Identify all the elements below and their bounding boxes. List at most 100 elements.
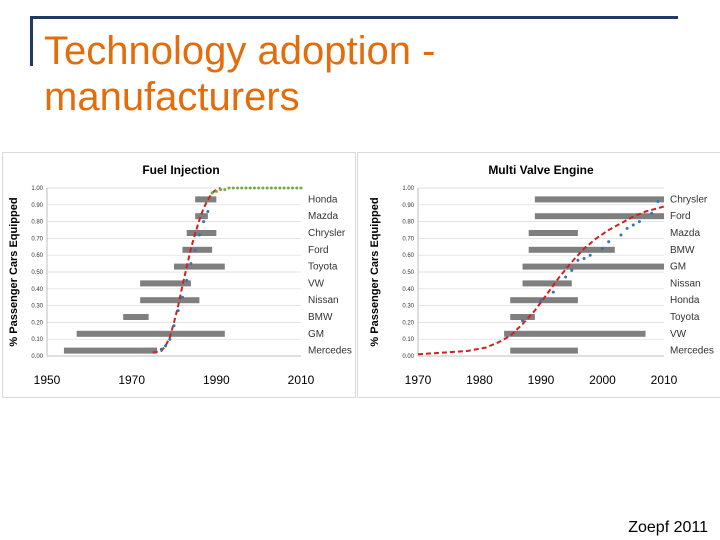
x-tick-label: 1980 <box>466 373 493 387</box>
data-point <box>240 186 244 190</box>
data-point <box>570 268 574 272</box>
x-tick-label: 1950 <box>34 373 61 387</box>
data-point <box>564 275 568 279</box>
manufacturer-bar <box>522 280 572 287</box>
data-point <box>227 186 231 190</box>
y-tick-label: 0.10 <box>31 337 43 343</box>
y-tick-label: 0.70 <box>31 236 43 242</box>
manufacturer-bar <box>504 330 646 337</box>
manufacturer-bar <box>534 196 664 203</box>
y-tick-label: 0.60 <box>31 253 43 259</box>
data-point <box>159 347 163 351</box>
y-tick-label: 0.20 <box>31 320 43 326</box>
y-axis-label: % Passenger Cars Equipped <box>8 197 20 346</box>
manufacturer-bar <box>140 280 191 287</box>
multi-valve-chart: Multi Valve Engine % Passenger Cars Equip… <box>369 163 714 387</box>
y-tick-label: 0.70 <box>402 236 414 242</box>
manufacturer-bar <box>140 297 200 304</box>
data-point <box>257 186 261 190</box>
y-tick-label: 1.00 <box>31 186 43 192</box>
data-point <box>582 257 586 261</box>
data-point <box>269 186 273 190</box>
data-point <box>650 211 654 215</box>
manufacturer-bar <box>528 246 615 253</box>
manufacturer-bar <box>63 347 158 354</box>
x-tick-label: 1990 <box>528 373 555 387</box>
x-tick-label: 1970 <box>118 373 145 387</box>
manufacturer-label: Ford <box>308 245 329 256</box>
manufacturer-bar <box>195 196 217 203</box>
manufacturer-label: VW <box>670 329 687 340</box>
data-point <box>265 186 269 190</box>
manufacturer-label: Chrysler <box>308 228 346 239</box>
manufacturer-label: Mercedes <box>670 346 714 357</box>
fuel-injection-chart-panel: Fuel Injection % Passenger Cars Equipped 0… <box>2 152 356 398</box>
manufacturer-label: Toyota <box>670 312 700 323</box>
fit-curve-line <box>152 187 221 354</box>
manufacturer-bar <box>182 246 213 253</box>
data-point <box>172 324 176 328</box>
data-point <box>278 186 282 190</box>
data-point <box>282 186 286 190</box>
data-point <box>214 189 218 193</box>
data-point <box>185 278 189 282</box>
manufacturer-label: BMW <box>308 312 333 323</box>
data-point <box>252 186 256 190</box>
data-point <box>291 186 295 190</box>
y-tick-label: 0.40 <box>31 287 43 293</box>
data-point <box>168 337 172 341</box>
y-tick-label: 0.80 <box>402 220 414 226</box>
y-tick-label: 0.50 <box>402 270 414 276</box>
manufacturer-label: Honda <box>308 194 338 205</box>
y-tick-label: 0.40 <box>402 287 414 293</box>
y-tick-label: 0.20 <box>402 320 414 326</box>
data-point <box>619 233 623 237</box>
data-point <box>202 220 206 224</box>
data-point <box>601 246 604 250</box>
multi-valve-chart-panel: Multi Valve Engine % Passenger Cars Equip… <box>357 152 720 398</box>
manufacturer-label: GM <box>670 262 686 273</box>
y-tick-label: 0.60 <box>402 253 414 259</box>
data-point <box>219 188 223 192</box>
manufacturer-label: Mazda <box>670 228 700 239</box>
manufacturer-label: Nissan <box>308 295 339 306</box>
manufacturer-label: VW <box>308 278 325 289</box>
data-point <box>656 199 660 203</box>
y-tick-label: 0.90 <box>402 203 414 209</box>
y-tick-label: 0.90 <box>31 203 43 209</box>
data-point <box>164 344 168 348</box>
manufacturer-label: Nissan <box>670 278 701 289</box>
manufacturer-bar <box>528 230 578 236</box>
chart-title: Fuel Injection <box>142 163 219 177</box>
title-frame-left <box>30 16 33 66</box>
manufacturer-bar <box>195 213 208 220</box>
y-tick-label: 0.50 <box>31 270 43 276</box>
data-point <box>180 295 184 299</box>
slide-title: Technology adoption - manufacturers <box>44 29 436 119</box>
data-point <box>210 191 214 195</box>
data-point <box>176 309 180 313</box>
title-frame-top <box>30 16 678 19</box>
data-point <box>607 240 611 244</box>
x-tick-label: 1990 <box>203 373 230 387</box>
manufacturer-bar <box>174 263 225 270</box>
manufacturer-bar <box>534 213 664 220</box>
manufacturer-bar <box>510 297 578 304</box>
data-point <box>625 226 629 230</box>
x-tick-label: 2010 <box>651 373 678 387</box>
data-point <box>295 186 299 190</box>
data-point <box>248 186 252 190</box>
manufacturer-bar <box>76 330 225 337</box>
data-point <box>631 223 635 227</box>
manufacturer-label: Mazda <box>308 211 338 222</box>
data-point <box>261 186 265 190</box>
y-tick-label: 0.30 <box>31 304 43 310</box>
x-tick-label: 1970 <box>405 373 432 387</box>
data-point <box>299 186 303 190</box>
data-point <box>588 253 592 257</box>
data-point <box>521 319 525 323</box>
data-point <box>231 186 235 190</box>
y-tick-label: 0.00 <box>31 354 43 360</box>
data-point <box>236 186 239 190</box>
data-point <box>637 220 641 224</box>
